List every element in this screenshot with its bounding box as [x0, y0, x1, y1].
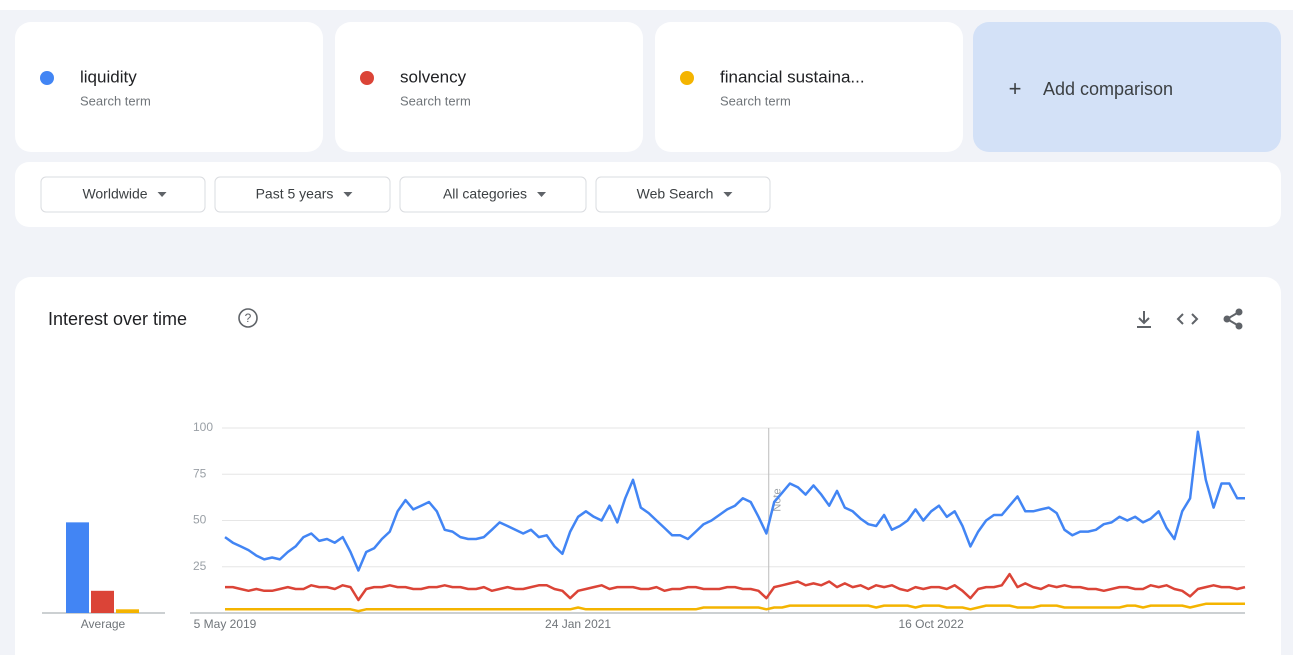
series-line [224, 430, 1245, 572]
series-line [225, 602, 1245, 613]
share-icon[interactable] [1223, 308, 1243, 330]
filter-dropdown[interactable] [595, 176, 771, 213]
average-bar [116, 609, 139, 613]
dropdown-arrow [157, 192, 167, 197]
series-line [225, 572, 1246, 602]
help-icon[interactable]: ? [238, 308, 258, 328]
svg-text:?: ? [245, 311, 252, 325]
chart-title: Interest over time [48, 309, 187, 329]
term-subtitle: Search term [80, 93, 151, 108]
term-subtitle: Search term [400, 93, 471, 108]
y-tick-label: 75 [193, 466, 207, 480]
dropdown-arrow [537, 192, 547, 197]
embed-icon[interactable] [1176, 313, 1199, 325]
term-name: liquidity [80, 67, 137, 86]
term-card[interactable] [335, 22, 643, 152]
filter-label: Past 5 years [256, 186, 334, 202]
y-tick-label: 50 [193, 513, 207, 527]
term-name: financial sustaina... [720, 67, 865, 86]
filter-dropdown[interactable] [214, 176, 391, 213]
chart-card [15, 277, 1281, 655]
term-dot [680, 71, 694, 85]
dropdown-arrow [343, 192, 353, 197]
x-tick-label: 16 Oct 2022 [898, 617, 964, 631]
download-icon[interactable] [1137, 311, 1151, 328]
dropdown-arrow [723, 192, 733, 197]
term-subtitle: Search term [720, 93, 791, 108]
term-name: solvency [400, 67, 467, 86]
add-comparison-card[interactable] [973, 22, 1281, 152]
filter-label: All categories [443, 186, 527, 202]
filter-label: Worldwide [82, 186, 147, 202]
term-card[interactable] [15, 22, 323, 152]
plus-icon: + [1009, 76, 1022, 101]
term-dot [40, 71, 54, 85]
average-bar [91, 590, 114, 613]
filter-dropdown[interactable] [40, 176, 206, 213]
y-tick-label: 100 [193, 420, 213, 434]
x-tick-label: 5 May 2019 [194, 617, 257, 631]
filter-label: Web Search [637, 186, 714, 202]
term-cards: + Add comparison [973, 22, 1281, 152]
average-bar [66, 522, 89, 613]
term-dot [360, 71, 374, 85]
x-tick-label: 24 Jan 2021 [545, 617, 611, 631]
average-label: Average [81, 617, 126, 631]
y-tick-label: 25 [193, 559, 207, 573]
add-comparison-label[interactable]: Add comparison [1043, 79, 1173, 99]
filter-dropdown[interactable] [399, 176, 587, 213]
term-card[interactable] [655, 22, 963, 152]
